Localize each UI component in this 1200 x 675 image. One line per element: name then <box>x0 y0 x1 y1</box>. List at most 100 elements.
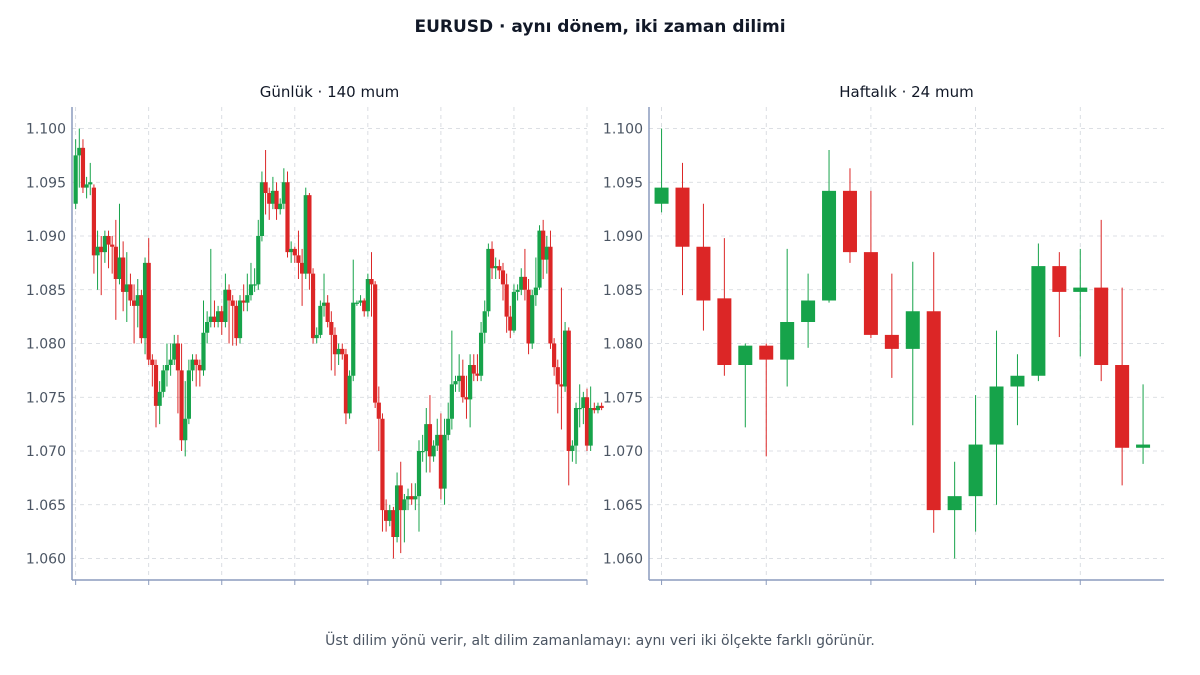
candle-body <box>1115 365 1130 448</box>
daily-candle <box>215 305 221 328</box>
candle-body <box>194 359 199 365</box>
candle-body <box>530 295 535 344</box>
candle-body <box>446 418 451 435</box>
candle-body <box>468 365 473 400</box>
daily-candle <box>139 289 144 344</box>
weekly-candle <box>1136 384 1151 464</box>
candle-body <box>314 334 319 339</box>
y-tick-label: 1.080 <box>26 337 66 353</box>
daily-candle <box>581 391 586 425</box>
candle-body <box>1052 266 1067 292</box>
candle-body <box>504 284 509 317</box>
daily-candle <box>511 284 517 333</box>
candle-body <box>420 451 425 453</box>
y-tick-label: 1.090 <box>603 229 643 245</box>
candle-body <box>394 485 400 537</box>
daily-candle <box>533 257 538 306</box>
daily-candle <box>460 359 465 403</box>
daily-candle <box>416 440 422 532</box>
daily-candle <box>175 334 181 414</box>
daily-candle <box>88 162 93 196</box>
daily-candle <box>113 219 118 320</box>
daily-candle <box>106 230 111 269</box>
candle-body <box>562 330 568 387</box>
daily-candle <box>318 300 323 339</box>
candle-body <box>168 359 173 365</box>
y-tick-label: 1.095 <box>603 175 643 191</box>
candle-body <box>424 424 429 451</box>
daily-candle <box>248 262 254 301</box>
daily-candle <box>300 248 305 306</box>
candle-body <box>573 408 579 446</box>
daily-candle <box>164 343 170 387</box>
daily-candle <box>562 322 568 392</box>
candle-body <box>376 402 381 419</box>
candle-body <box>717 298 732 365</box>
candle-body <box>442 434 447 489</box>
candle-body <box>577 408 582 410</box>
candle-body <box>801 300 816 322</box>
candle-body <box>475 373 480 376</box>
candle-body <box>99 246 104 253</box>
daily-candle <box>548 230 553 349</box>
daily-candle <box>384 499 389 532</box>
daily-candle <box>278 198 283 215</box>
weekly-candle <box>1010 354 1025 426</box>
candle-body <box>336 348 341 355</box>
daily-candle <box>91 184 97 274</box>
daily-candle <box>157 381 162 425</box>
daily-candle <box>172 334 177 365</box>
candle-body <box>88 182 93 185</box>
daily-candle <box>475 354 480 382</box>
candle-body <box>223 289 228 322</box>
weekly-candle <box>822 150 837 303</box>
y-tick-label: 1.070 <box>26 444 66 460</box>
candle-body <box>117 257 122 279</box>
daily-candle <box>121 241 126 312</box>
candle-body <box>135 295 140 306</box>
daily-candle <box>219 305 224 335</box>
daily-candle <box>599 402 604 411</box>
weekly-candle <box>1031 243 1046 382</box>
chart-title: EURUSD · aynı dönem, iki zaman dilimi <box>414 17 786 37</box>
candle-body <box>387 510 392 521</box>
daily-candle <box>552 338 557 376</box>
candle-body <box>391 510 396 537</box>
candle-body <box>164 365 170 371</box>
candle-body <box>696 246 711 301</box>
candle-body <box>1031 266 1046 376</box>
candle-body <box>321 302 327 306</box>
candle-body <box>230 300 235 306</box>
daily-candle <box>438 413 444 500</box>
candle-body <box>208 316 213 322</box>
daily-candle <box>183 381 188 457</box>
daily-candle <box>80 139 86 193</box>
daily-candle <box>135 279 140 328</box>
weekly-candle <box>654 128 669 213</box>
candle-body <box>584 397 590 446</box>
candle-body <box>989 386 1004 445</box>
daily-candle <box>208 248 213 328</box>
candle-body <box>438 434 444 489</box>
candle-body <box>362 300 367 312</box>
daily-candle <box>486 243 491 317</box>
candle-body <box>457 375 462 382</box>
candle-body <box>212 316 217 322</box>
candle-body <box>522 276 528 290</box>
candle-body <box>172 343 177 360</box>
daily-candle <box>391 506 396 559</box>
candle-body <box>201 332 206 371</box>
candle-body <box>486 248 491 312</box>
candle-body <box>1136 444 1151 448</box>
candle-body <box>270 190 275 204</box>
daily-candle <box>365 273 370 317</box>
candle-body <box>241 300 246 303</box>
weekly-candle <box>842 168 857 263</box>
candle-body <box>274 190 279 210</box>
candle-body <box>110 244 115 247</box>
daily-panel-title: Günlük · 140 mum <box>260 83 399 101</box>
daily-candle <box>493 257 498 279</box>
candle-body <box>533 287 538 296</box>
candle-body <box>1010 375 1025 387</box>
candle-body <box>759 345 774 360</box>
